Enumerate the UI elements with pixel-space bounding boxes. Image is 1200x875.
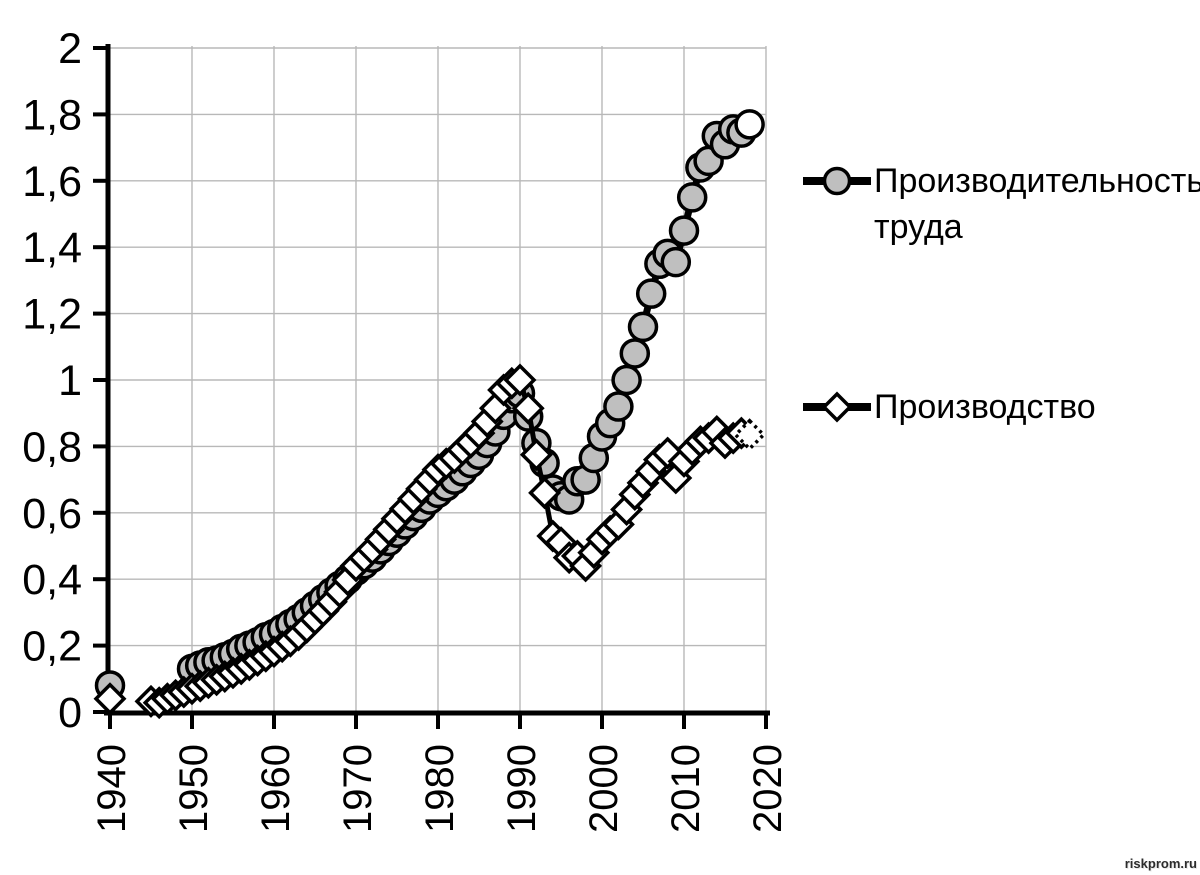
svg-text:1970: 1970 — [336, 744, 380, 833]
y-axis — [93, 44, 111, 715]
gridlines — [110, 46, 767, 712]
svg-text:2020: 2020 — [746, 744, 790, 833]
svg-text:0,2: 0,2 — [22, 623, 82, 671]
svg-text:1: 1 — [58, 357, 82, 405]
svg-text:1980: 1980 — [418, 744, 462, 833]
svg-text:1940: 1940 — [90, 744, 134, 833]
svg-text:0,8: 0,8 — [22, 423, 82, 471]
svg-text:1,4: 1,4 — [22, 224, 82, 272]
svg-text:0,6: 0,6 — [22, 490, 82, 538]
watermark: riskprom.ru — [1124, 856, 1197, 871]
series-production — [93, 363, 767, 720]
svg-text:1,6: 1,6 — [22, 158, 82, 206]
svg-text:2010: 2010 — [664, 744, 708, 833]
svg-text:0: 0 — [58, 689, 82, 737]
svg-text:1950: 1950 — [172, 744, 216, 833]
svg-text:1990: 1990 — [500, 744, 544, 833]
svg-text:2: 2 — [58, 25, 82, 73]
svg-text:1,8: 1,8 — [22, 91, 82, 139]
x-tick-labels: 1940 1950 1960 1970 1980 1990 2000 2010 2020 — [90, 744, 790, 833]
x-axis — [104, 710, 770, 729]
y-tick-labels: 0 0,2 0,4 0,6 0,8 1 1,2 1,4 1,6 1,8 2 — [22, 25, 82, 737]
svg-text:1960: 1960 — [254, 744, 298, 833]
svg-text:0,4: 0,4 — [22, 556, 82, 604]
svg-text:2000: 2000 — [582, 744, 626, 833]
svg-text:1,2: 1,2 — [22, 291, 82, 339]
series-productivity — [94, 109, 765, 701]
